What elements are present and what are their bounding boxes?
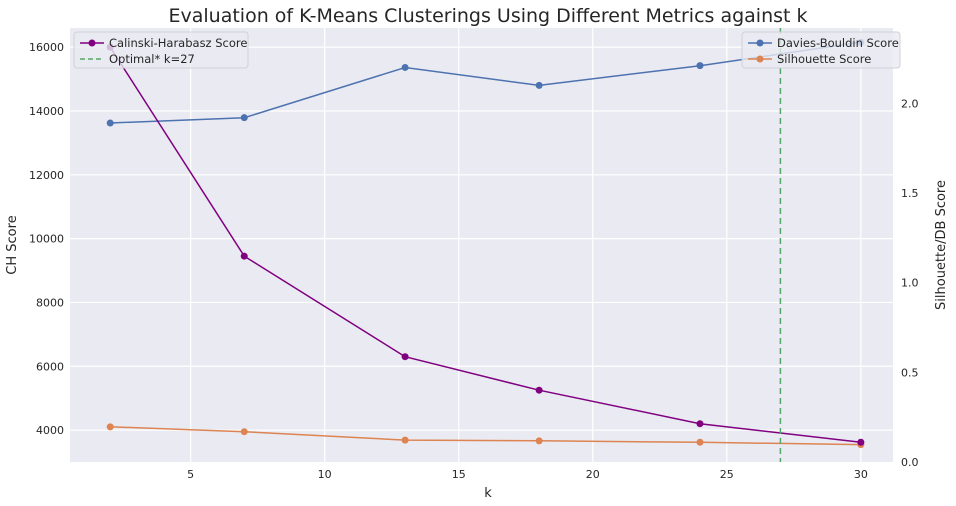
tick-labels: 5 10 15 20 25 30 4000 6000 8000 10000 12000 14000 16… xyxy=(29,41,919,481)
y-tick-label-right: 0.0 xyxy=(901,456,919,469)
y-axis-label-right: Silhouette/DB Score xyxy=(934,180,949,310)
davies-bouldin-point xyxy=(535,81,543,89)
legend-optimal-label: Optimal* k=27 xyxy=(109,52,195,66)
y-tick-label-right: 1.0 xyxy=(901,277,919,290)
x-tick-label: 5 xyxy=(187,468,194,481)
calinski-harabasz-point xyxy=(696,420,704,428)
y-tick-label-right: 1.5 xyxy=(901,187,919,200)
plot-area xyxy=(70,28,893,462)
y-tick-label-left: 14000 xyxy=(29,105,64,118)
davies-bouldin-point xyxy=(106,119,114,127)
chart-title: Evaluation of K-Means Clusterings Using … xyxy=(168,5,807,27)
davies-bouldin-point xyxy=(401,63,409,71)
silhouette-line xyxy=(110,426,861,446)
silhouette-point xyxy=(696,438,704,446)
calinski-harabasz-point xyxy=(857,438,865,446)
legend-sil-label: Silhouette Score xyxy=(777,52,871,66)
legend-left: Calinski-Harabasz Score Optimal* k=27 xyxy=(73,31,249,69)
x-tick-label: 15 xyxy=(452,468,466,481)
x-tick-label: 30 xyxy=(854,468,868,481)
x-tick-label: 10 xyxy=(318,468,332,481)
legend-db-label: Davies-Bouldin Score xyxy=(777,36,899,50)
legend-right-box xyxy=(741,31,901,69)
davies-bouldin-line xyxy=(110,41,861,124)
x-tick-label: 20 xyxy=(586,468,600,481)
x-tick-label: 25 xyxy=(720,468,734,481)
legend-right: Davies-Bouldin Score Silhouette Score xyxy=(741,31,901,69)
legend-left-box xyxy=(73,31,249,69)
legend-ch-label: Calinski-Harabasz Score xyxy=(109,36,247,50)
calinski-harabasz-line xyxy=(109,46,861,443)
legend-sil-marker xyxy=(756,55,764,63)
y-tick-label-right: 0.5 xyxy=(901,366,919,379)
silhouette-point xyxy=(401,436,409,444)
calinski-harabasz-point xyxy=(240,252,248,260)
davies-bouldin-point xyxy=(240,114,248,122)
y-tick-label-left: 8000 xyxy=(36,296,64,309)
silhouette-point xyxy=(535,437,543,445)
davies-bouldin-point xyxy=(696,62,704,70)
silhouette-point xyxy=(240,428,248,436)
y-tick-label-right: 2.0 xyxy=(901,97,919,110)
y-tick-label-left: 10000 xyxy=(29,233,64,246)
y-tick-label-left: 12000 xyxy=(29,169,64,182)
y-tick-label-left: 4000 xyxy=(36,424,64,437)
y-tick-label-left: 16000 xyxy=(29,41,64,54)
silhouette-point xyxy=(106,423,114,431)
legend-db-marker xyxy=(756,39,764,47)
y-axis-label-left: CH Score xyxy=(5,215,20,274)
y-tick-label-left: 6000 xyxy=(36,360,64,373)
x-gridlines xyxy=(190,28,862,462)
legend-ch-marker xyxy=(88,39,96,47)
calinski-harabasz-point xyxy=(401,353,409,361)
x-axis-label: k xyxy=(484,486,492,501)
calinski-harabasz-point xyxy=(535,386,543,394)
